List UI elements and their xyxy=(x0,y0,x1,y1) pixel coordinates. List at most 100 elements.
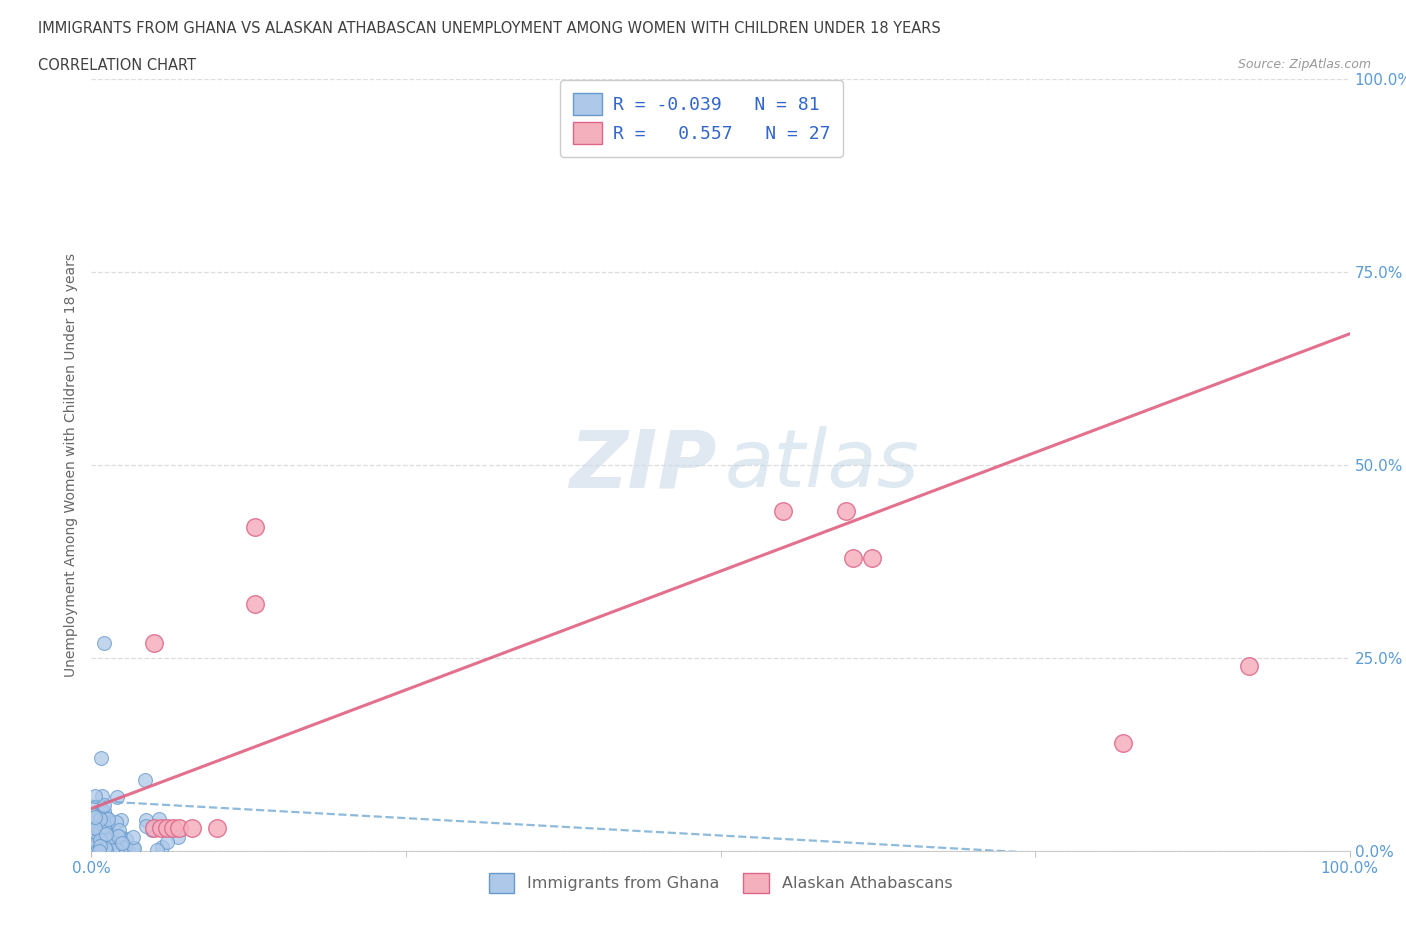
Point xyxy=(121,841,143,856)
Point xyxy=(93,815,115,830)
Point xyxy=(146,843,169,857)
Point xyxy=(135,818,157,833)
Point xyxy=(93,813,115,828)
Point xyxy=(150,840,173,855)
Point xyxy=(96,815,118,830)
Text: Source: ZipAtlas.com: Source: ZipAtlas.com xyxy=(1237,58,1371,71)
Text: atlas: atlas xyxy=(724,426,920,504)
Point xyxy=(111,836,134,851)
Point xyxy=(97,831,120,846)
Point xyxy=(89,844,111,858)
Point xyxy=(1112,736,1135,751)
Point xyxy=(96,813,118,828)
Point xyxy=(156,820,179,835)
Point xyxy=(243,596,266,611)
Point xyxy=(93,797,115,812)
Point xyxy=(82,837,104,852)
Point xyxy=(84,809,107,824)
Point xyxy=(97,816,120,830)
Point xyxy=(93,819,115,834)
Point xyxy=(90,751,112,765)
Point xyxy=(860,551,883,565)
Point xyxy=(181,820,204,835)
Point xyxy=(100,841,122,856)
Point xyxy=(609,95,631,110)
Point xyxy=(166,830,188,844)
Point xyxy=(94,809,117,824)
Point xyxy=(111,844,134,858)
Point xyxy=(86,844,108,858)
Point xyxy=(82,843,104,857)
Point xyxy=(90,840,112,855)
Point xyxy=(841,551,863,565)
Point xyxy=(82,837,104,852)
Point xyxy=(89,823,111,838)
Point xyxy=(97,812,120,827)
Text: IMMIGRANTS FROM GHANA VS ALASKAN ATHABASCAN UNEMPLOYMENT AMONG WOMEN WITH CHILDR: IMMIGRANTS FROM GHANA VS ALASKAN ATHABAS… xyxy=(38,21,941,36)
Point xyxy=(82,807,104,822)
Point xyxy=(86,819,108,834)
Point xyxy=(108,829,131,844)
Point xyxy=(94,831,117,846)
Point xyxy=(93,635,115,650)
Point xyxy=(117,843,139,857)
Point xyxy=(104,814,127,829)
Point xyxy=(156,835,179,850)
Point xyxy=(101,835,124,850)
Point xyxy=(84,837,107,852)
Point xyxy=(122,841,145,856)
Point xyxy=(162,820,184,835)
Point xyxy=(94,841,117,856)
Point xyxy=(105,833,128,848)
Point xyxy=(97,832,120,847)
Point xyxy=(772,504,794,519)
Point xyxy=(89,832,111,847)
Point xyxy=(83,820,105,835)
Point xyxy=(87,822,110,837)
Point xyxy=(96,826,118,841)
Point xyxy=(91,826,114,841)
Point xyxy=(114,832,136,847)
Point xyxy=(96,829,118,844)
Point xyxy=(105,790,128,804)
Point xyxy=(114,839,136,854)
Point xyxy=(83,789,105,804)
Point xyxy=(89,838,111,853)
Point xyxy=(103,839,125,854)
Point xyxy=(89,812,111,827)
Point xyxy=(122,830,145,844)
Text: CORRELATION CHART: CORRELATION CHART xyxy=(38,58,195,73)
Point xyxy=(134,772,156,787)
Point xyxy=(86,843,108,857)
Text: ZIP: ZIP xyxy=(569,426,717,504)
Point xyxy=(94,843,117,857)
Legend: Immigrants from Ghana, Alaskan Athabascans: Immigrants from Ghana, Alaskan Athabasca… xyxy=(481,866,960,901)
Point xyxy=(243,519,266,534)
Point xyxy=(110,813,132,828)
Point xyxy=(1237,658,1260,673)
Point xyxy=(82,802,104,817)
Point xyxy=(107,843,129,857)
Point xyxy=(107,828,129,843)
Point xyxy=(135,813,157,828)
Point xyxy=(169,820,191,835)
Point xyxy=(205,820,228,835)
Point xyxy=(91,804,114,818)
Point xyxy=(93,804,115,818)
Point xyxy=(90,806,112,821)
Point xyxy=(90,789,112,804)
Point xyxy=(111,840,134,855)
Point xyxy=(98,826,121,841)
Point xyxy=(835,504,858,519)
Point xyxy=(83,840,105,855)
Point xyxy=(143,635,166,650)
Point xyxy=(83,810,105,825)
Point xyxy=(143,820,166,835)
Y-axis label: Unemployment Among Women with Children Under 18 years: Unemployment Among Women with Children U… xyxy=(65,253,79,677)
Point xyxy=(149,820,172,835)
Point xyxy=(94,827,117,842)
Point xyxy=(87,831,110,846)
Point xyxy=(100,843,122,857)
Point xyxy=(94,841,117,856)
Point xyxy=(797,95,820,110)
